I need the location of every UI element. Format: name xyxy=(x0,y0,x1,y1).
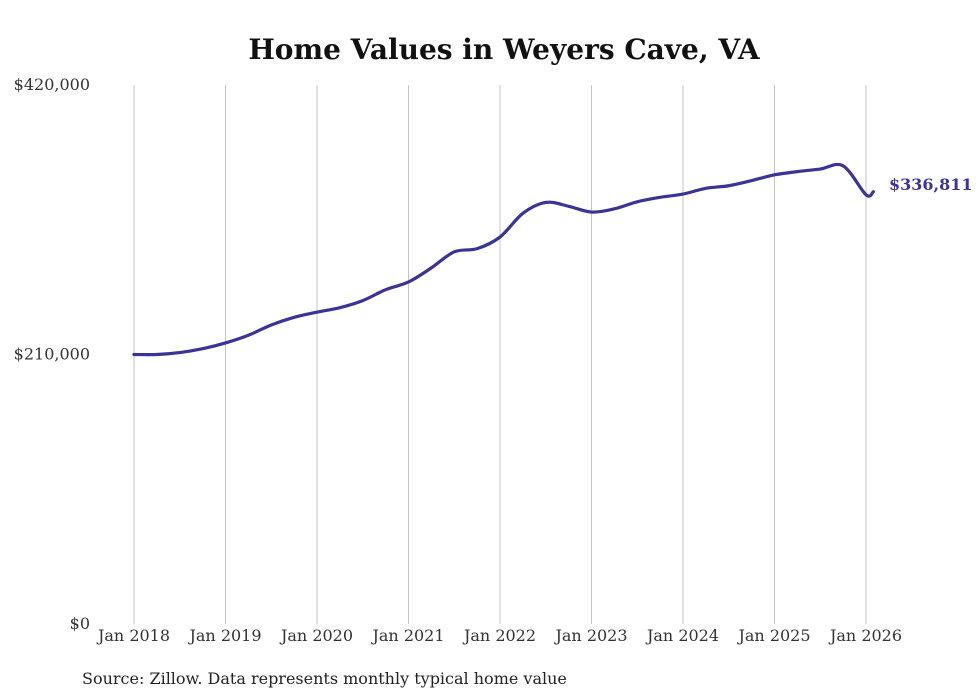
x-tick-label: Jan 2019 xyxy=(187,626,261,645)
x-tick-label: Jan 2020 xyxy=(279,626,353,645)
y-tick-label: $210,000 xyxy=(14,345,90,364)
end-value-label: $336,811 xyxy=(889,175,973,194)
x-axis-ticks: Jan 2018 Jan 2019 Jan 2020 Jan 2021 Jan 2022… xyxy=(96,626,902,645)
y-tick-label: $0 xyxy=(70,614,90,633)
y-axis-ticks: $0 $210,000 $420,000 xyxy=(14,75,90,633)
series-line xyxy=(132,162,875,357)
gridlines xyxy=(133,85,867,624)
x-tick-label: Jan 2024 xyxy=(645,626,719,645)
source-note: Source: Zillow. Data represents monthly … xyxy=(82,669,567,688)
x-tick-label: Jan 2021 xyxy=(370,626,444,645)
x-tick-label: Jan 2025 xyxy=(736,626,810,645)
x-tick-label: Jan 2026 xyxy=(828,626,902,645)
x-tick-label: Jan 2022 xyxy=(462,626,536,645)
x-tick-label: Jan 2023 xyxy=(553,626,627,645)
chart-title: Home Values in Weyers Cave, VA xyxy=(248,33,761,66)
series-layer xyxy=(132,162,875,357)
y-tick-label: $420,000 xyxy=(14,75,90,94)
x-tick-label: Jan 2018 xyxy=(96,626,170,645)
